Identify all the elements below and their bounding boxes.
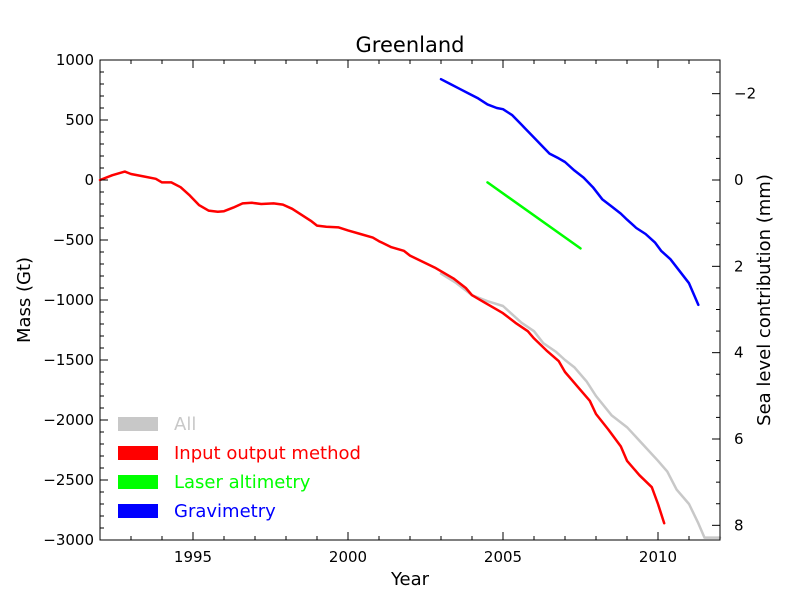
plot-area	[99, 59, 721, 541]
legend-swatch	[118, 446, 158, 460]
y-tick-label: −2000	[43, 411, 94, 429]
y-ticks: 1000 500 0 −500 −1000 −1500 −2000 −2500 −3000	[43, 51, 108, 549]
x-ticks: 1995 2000 2005 2010	[99, 60, 721, 566]
legend-swatch	[118, 475, 158, 489]
y2-tick-label: 6	[734, 430, 744, 448]
legend-label: All	[174, 414, 196, 435]
x-tick-label: 1995	[174, 548, 212, 566]
x-tick-label: 2010	[639, 548, 677, 566]
legend: All Input output method Laser altimetry Gra…	[118, 414, 361, 522]
y2-tick-label: 0	[734, 171, 744, 189]
legend-label: Laser altimetry	[174, 472, 311, 493]
y-tick-label: 0	[84, 171, 94, 189]
legend-label: Input output method	[174, 443, 361, 464]
y-tick-label: 1000	[56, 51, 94, 69]
y2-tick-label: 2	[734, 257, 744, 275]
y2-axis-label: Sea level contribution (mm)	[754, 174, 775, 426]
y-tick-label: −1500	[43, 351, 94, 369]
x-axis-label: Year	[390, 569, 430, 590]
chart-title: Greenland	[356, 33, 465, 57]
x-tick-label: 2005	[484, 548, 522, 566]
y2-tick-label: −2	[734, 85, 756, 103]
y2-tick-label: 8	[734, 516, 744, 534]
series-line-2	[486, 181, 582, 250]
series-line-3	[439, 77, 700, 307]
x-tick-label: 2000	[329, 548, 367, 566]
y-tick-label: −2500	[43, 471, 94, 489]
y2-tick-label: 4	[734, 344, 744, 362]
legend-label: Gravimetry	[174, 501, 276, 522]
y2-ticks: −2 0 2 4 6 8	[712, 71, 756, 534]
series-line-0	[439, 272, 722, 539]
legend-swatch	[118, 417, 158, 431]
y-tick-label: −3000	[43, 531, 94, 549]
y-tick-label: −500	[53, 231, 94, 249]
y-tick-label: 500	[65, 111, 94, 129]
series-line-1	[98, 170, 666, 525]
y-axis-label: Mass (Gt)	[14, 257, 35, 343]
legend-swatch	[118, 504, 158, 518]
y-tick-label: −1000	[43, 291, 94, 309]
series-lines	[98, 77, 722, 539]
